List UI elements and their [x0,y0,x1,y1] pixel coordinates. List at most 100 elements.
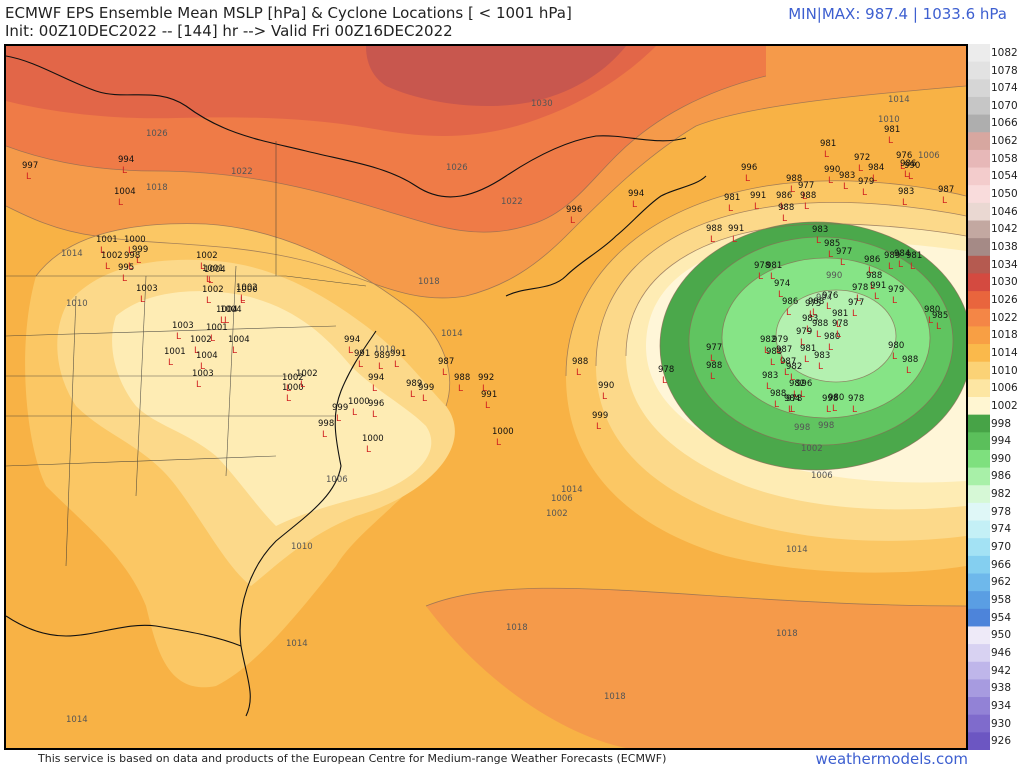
cyclone-low-marker: L [602,392,607,402]
cyclone-pressure: 984 [894,249,910,259]
site-link[interactable]: weathermodels.com [815,750,968,768]
isobar-label: 1010 [374,345,396,355]
cyclone-low-marker: L [758,272,763,282]
cyclone-pressure: 977 [848,298,864,308]
cyclone-pressure: 994 [344,335,360,345]
colorbar-swatch [968,185,990,204]
isobar-label: 1006 [551,494,573,504]
cyclone-low-marker: L [852,309,857,319]
cyclone-pressure: 988 [812,319,828,329]
colorbar-swatch [968,61,990,80]
colorbar-label: 934 [991,699,1012,712]
colorbar-swatch [968,379,990,398]
colorbar-label: 1018 [991,329,1018,342]
colorbar-swatch [968,344,990,363]
cyclone-pressure: 989 [406,379,422,389]
isobar-label: 1014 [61,249,83,259]
cyclone-low-marker: L [780,202,785,212]
cyclone-low-marker: L [828,176,833,186]
cyclone-pressure: 984 [868,163,884,173]
cyclone-low-marker: L [816,236,821,246]
cyclone-low-marker: L [240,296,245,306]
cyclone-low-marker: L [410,390,415,400]
cyclone-low-marker: L [286,384,291,394]
cyclone-low-marker: L [816,330,821,340]
cyclone-low-marker: L [902,198,907,208]
cyclone-pressure: 977 [836,247,852,257]
colorbar-swatch [968,273,990,292]
cyclone-low-marker: L [200,262,205,272]
cyclone-low-marker: L [224,316,229,326]
cyclone-low-marker: L [105,262,110,272]
cyclone-low-marker: L [898,260,903,270]
colorbar-swatch [968,202,990,221]
cyclone-low-marker: L [220,316,225,326]
cyclone-low-marker: L [378,362,383,372]
cyclone-low-marker: L [372,410,377,420]
isobar-label: 990 [826,271,842,281]
colorbar-swatch [968,132,990,151]
colorbar-swatch [968,626,990,645]
colorbar-swatch [968,414,990,433]
isobar-label: 1014 [66,715,88,725]
ecmwf-credit: This service is based on data and produc… [38,752,667,765]
cyclone-pressure: 1003 [172,321,194,331]
cyclone-pressure: 989 [884,251,900,261]
colorbar-label: 1022 [991,311,1018,324]
cyclone-low-marker: L [136,256,141,266]
cyclone-pressure: 981 [724,193,740,203]
isobar-label: 1018 [418,277,440,287]
cyclone-low-marker: L [818,362,823,372]
colorbar-label: 1082 [991,46,1018,59]
cyclone-pressure: 975 [805,299,821,309]
cyclone-pressure: 978 [658,365,674,375]
isobar-label: 1014 [888,95,910,105]
cyclone-low-marker: L [732,235,737,245]
colorbar-label: 942 [991,664,1012,677]
cyclone-low-marker: L [868,266,873,276]
cyclone-low-marker: L [836,330,841,340]
cyclone-pressure: 1002 [101,251,123,261]
isobar-label: 1014 [286,639,308,649]
cyclone-low-marker: L [118,198,123,208]
cyclone-low-marker: L [906,366,911,376]
colorbar-label: 946 [991,646,1012,659]
colorbar-swatch [968,679,990,698]
cyclone-pressure: 981 [832,309,848,319]
colorbar-label: 1042 [991,223,1018,236]
cyclone-pressure: 1003 [136,284,158,294]
cyclone-low-marker: L [809,310,814,320]
isobar-labels: 1026102210181014101010061002998994990103… [61,95,940,725]
colorbar-label: 970 [991,541,1012,553]
cyclone-low-marker: L [710,235,715,245]
cyclone-low-marker: L [128,262,133,272]
map-title: ECMWF EPS Ensemble Mean MSLP [hPa] & Cyc… [5,4,572,22]
cyclone-pressure: 980 [828,393,844,403]
cyclone-low-marker: L [826,405,831,415]
cyclone-pressure: 988 [778,203,794,213]
cyclone-pressure: 979 [888,285,904,295]
cyclone-low-marker: L [496,438,501,448]
cyclone-low-marker: L [790,405,795,415]
cyclone-pressure: 995 [118,263,134,273]
cyclone-low-marker: L [786,308,791,318]
cyclone-pressure: 976 [896,151,912,161]
isobar-label: 1018 [146,183,168,193]
colorbar-label: 1014 [991,346,1018,359]
cyclone-pressure: 998 [318,419,334,429]
cyclone-pressure: 981 [766,261,782,271]
cyclone-pressure: 996 [566,205,582,215]
cyclone-pressure: 991 [390,349,406,359]
cyclone-low-marker: L [100,246,105,256]
cyclone-pressure: 991 [481,390,497,400]
isobar-label: 1018 [506,623,528,633]
cyclone-low-marker: L [394,360,399,370]
cyclone-pressure: 991 [354,349,370,359]
isobar-label: 1006 [811,471,833,481]
cyclone-low-marker: L [802,192,807,202]
cyclone-pressure: 981 [906,251,922,261]
colorbar-swatch [968,167,990,186]
colorbar-label: 1034 [991,258,1018,271]
cyclone-low-marker: L [710,354,715,364]
cyclone-low-marker: L [812,308,817,318]
